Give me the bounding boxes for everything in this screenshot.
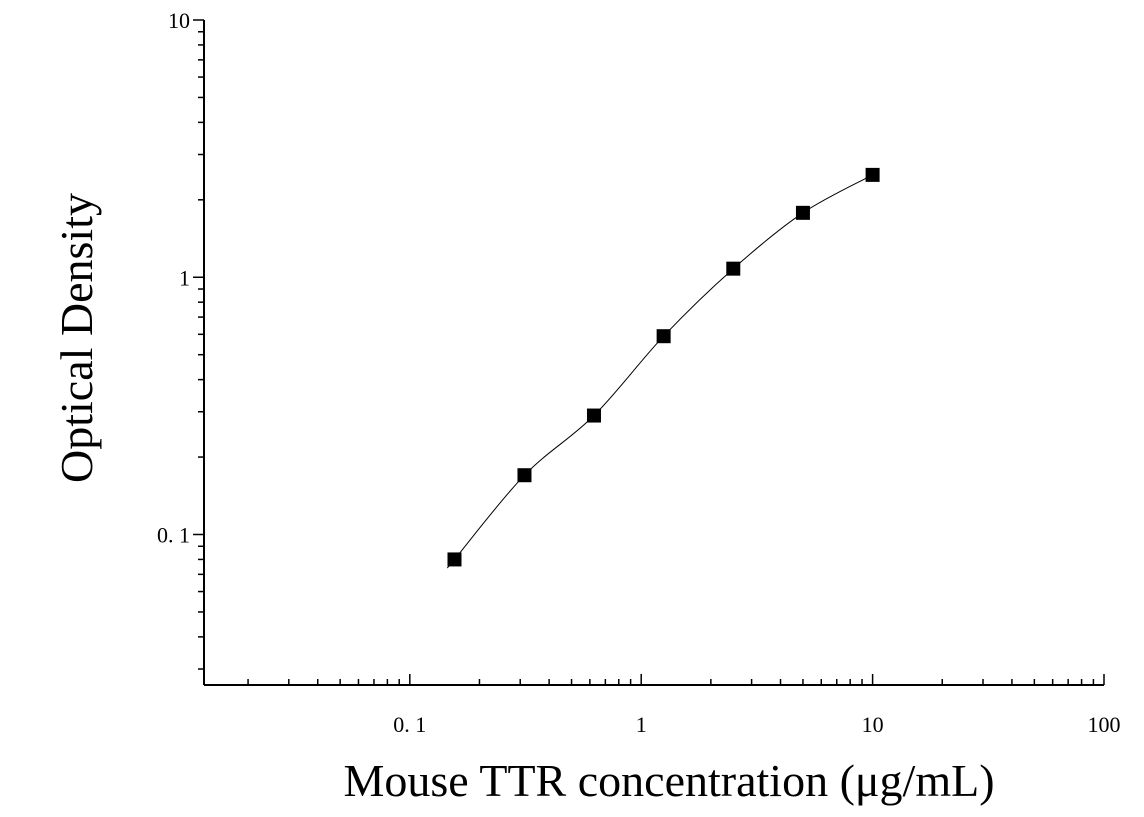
tick-labels: 0. 1 1 10 100 0. 1 1 10 — [157, 8, 1121, 737]
x-tick-label: 10 — [862, 712, 884, 737]
data-point — [795, 205, 810, 220]
x-tick-label: 1 — [636, 712, 647, 737]
data-point — [726, 261, 741, 276]
y-tick-label: 0. 1 — [157, 523, 190, 548]
x-tick-label: 0. 1 — [393, 712, 426, 737]
data-point — [447, 552, 462, 567]
y-tick-label: 10 — [168, 8, 190, 33]
data-point — [865, 167, 880, 182]
x-tick-label: 100 — [1088, 712, 1121, 737]
y-tick-label: 1 — [179, 265, 190, 290]
data-point — [656, 329, 671, 344]
data-points — [447, 167, 880, 567]
fit-curve — [447, 174, 873, 569]
x-axis-title: Mouse TTR concentration (μg/mL) — [343, 755, 994, 806]
data-point — [586, 408, 601, 423]
data-point — [517, 468, 532, 483]
y-axis-title: Optical Density — [51, 193, 102, 483]
